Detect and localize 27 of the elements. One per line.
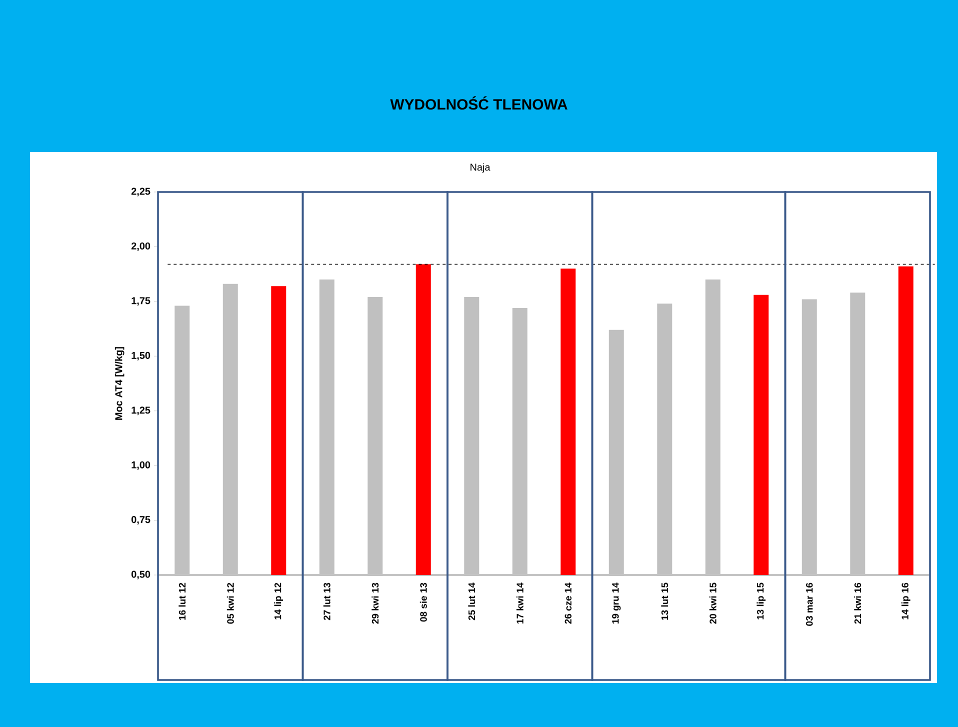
x-tick-label: 29 kwi 13 (372, 582, 379, 624)
x-tick-label: 03 mar 16 (806, 582, 813, 626)
y-tick-label: 1,25 (132, 406, 150, 416)
x-tick-label: 14 lip 12 (274, 582, 284, 620)
x-tick-label: 21 kwi 16 (854, 582, 862, 624)
x-tick-label: 19 gru 14 (612, 582, 621, 624)
chart-subtitle: Naja (470, 163, 490, 173)
x-tick-label: 17 kwi 14 (516, 582, 524, 624)
y-tick-label: 2,00 (131, 242, 150, 251)
y-tick-label: 1,00 (132, 461, 150, 470)
x-tick-label: 13 lip 15 (756, 582, 766, 620)
y-axis-title: Moc AT4 [W/kg] (114, 347, 124, 420)
x-tick-label: 20 kwi 15 (709, 582, 716, 624)
y-tick-label: 2,25 (131, 188, 150, 196)
x-tick-label: 13 lut 15 (661, 582, 668, 620)
x-tick-label: 05 kwi 12 (226, 582, 234, 624)
x-tick-label: 14 lip 16 (901, 582, 910, 620)
y-tick-label: 0,75 (131, 516, 150, 525)
y-tick-label: 0,50 (131, 570, 150, 580)
y-tick-label: 1,75 (132, 297, 150, 306)
x-tick-label: 27 lut 13 (323, 582, 330, 620)
y-tick-label: 1,50 (132, 352, 150, 360)
x-tick-label: 25 lut 14 (468, 582, 476, 620)
x-tick-label: 08 sie 13 (420, 582, 427, 622)
chart-title: WYDOLNOŚĆ TLENOWA (390, 96, 568, 110)
x-tick-label: 16 lut 12 (178, 582, 186, 620)
x-tick-label: 26 cze 14 (564, 582, 572, 624)
